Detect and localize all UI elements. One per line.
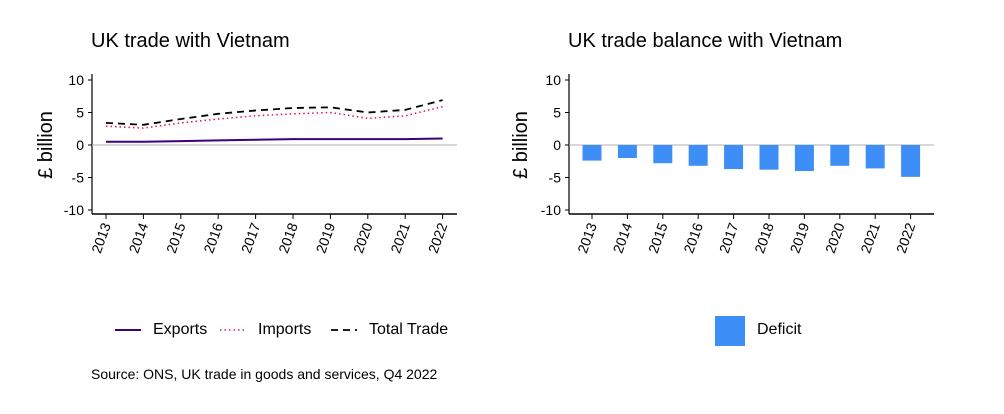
bar-deficit: [582, 145, 602, 161]
balance-y-tick-label: -10: [541, 202, 561, 218]
balance-x-tick-label: 2020: [822, 220, 848, 255]
balance-x-tick-label: 2015: [645, 220, 671, 255]
trade-y-tick-label: 10: [68, 72, 84, 88]
trade-x-tick-label: 2020: [350, 220, 376, 255]
balance-legend: [715, 316, 745, 346]
balance-x-tick-label: 2017: [716, 220, 742, 255]
trade-x-tick-label: 2013: [88, 220, 114, 255]
legend-swatch-deficit: [715, 316, 745, 346]
trade-y-tick-label: -5: [72, 170, 85, 186]
balance-y-tick-label: 0: [553, 137, 561, 153]
balance-x-tick-label: 2022: [893, 220, 919, 255]
bar-deficit: [830, 145, 850, 166]
trade-x-tick-label: 2019: [313, 220, 339, 255]
balance-x-tick-label: 2018: [751, 220, 777, 255]
bar-deficit: [865, 145, 885, 169]
legend-label-imports: Imports: [258, 321, 312, 338]
trade-x-tick-label: 2016: [200, 220, 226, 255]
trade-x-tick-label: 2015: [163, 220, 189, 255]
balance-chart-y-label: £ billion: [510, 111, 532, 179]
trade-x-tick-label: 2022: [425, 220, 451, 255]
source-note: Source: ONS, UK trade in goods and servi…: [91, 366, 438, 382]
bar-deficit: [724, 145, 744, 170]
trade-x-tick-label: 2017: [238, 220, 264, 255]
trade-x-tick-label: 2014: [126, 220, 152, 255]
balance-chart: £ billion 10 5 0 -5 -10 2013 2014 2015 2016 2017…: [510, 72, 934, 255]
balance-y-tick-label: 5: [553, 105, 561, 121]
balance-y-tick-label: 10: [545, 72, 561, 88]
balance-x-tick-label: 2019: [787, 220, 813, 255]
legend-label-deficit: Deficit: [757, 321, 802, 338]
bar-deficit: [901, 145, 921, 177]
bar-deficit: [617, 145, 637, 158]
chart-title-balance: UK trade balance with Vietnam: [568, 30, 843, 52]
trade-x-tick-label: 2018: [275, 220, 301, 255]
balance-x-tick-label: 2013: [574, 220, 600, 255]
trade-x-tick-label: 2021: [387, 220, 413, 255]
bar-deficit: [688, 145, 708, 166]
bar-deficit: [653, 145, 673, 164]
bar-deficit: [794, 145, 814, 171]
series-line-exports: [106, 137, 443, 143]
balance-x-tick-label: 2021: [857, 220, 883, 255]
legend-label-total-trade: Total Trade: [369, 321, 449, 338]
balance-x-tick-label: 2014: [610, 220, 636, 255]
bar-deficit: [759, 145, 779, 170]
balance-x-tick-label: 2016: [680, 220, 706, 255]
trade-chart: £ billion 10 5 0 -5 -10 2013 2014 2015 2016 2017…: [35, 72, 457, 255]
balance-y-tick-label: -5: [549, 170, 562, 186]
trade-y-tick-label: 0: [76, 137, 84, 153]
series-line-total-trade: [105, 99, 443, 126]
legend-label-exports: Exports: [153, 321, 208, 338]
trade-y-tick-label: 5: [76, 105, 84, 121]
chart-title-trade: UK trade with Vietnam: [91, 30, 290, 52]
trade-y-tick-label: -10: [64, 202, 84, 218]
trade-chart-y-label: £ billion: [35, 111, 57, 179]
